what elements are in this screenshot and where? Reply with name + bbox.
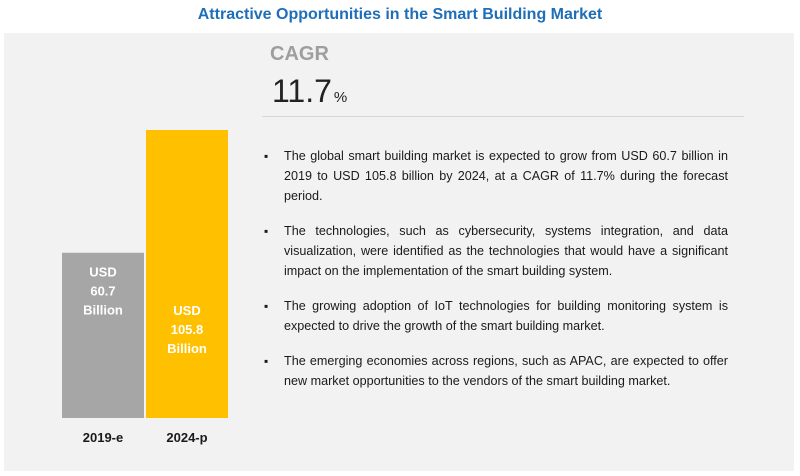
bar-2019-e — [62, 252, 144, 418]
bar-data-label: USD — [89, 264, 116, 279]
bar-data-label: 105.8 — [171, 322, 204, 337]
cagr-divider — [262, 116, 744, 117]
cagr-unit: % — [333, 89, 348, 106]
finding-item: The technologies, such as cybersecurity,… — [262, 221, 728, 281]
cagr-number: 11.7 — [272, 73, 332, 109]
key-findings-list: The global smart building market is expe… — [262, 146, 728, 406]
finding-item: The growing adoption of IoT technologies… — [262, 296, 728, 336]
market-size-bar-chart: USD 60.7 Billion 2019-e USD 105.8 Billion 2024-… — [62, 130, 228, 445]
finding-item: The global smart building market is expe… — [262, 146, 728, 206]
x-tick-label: 2024-p — [166, 430, 207, 445]
bar-data-label: Billion — [167, 341, 207, 356]
cagr-value: 11.7% — [272, 73, 347, 110]
bar-2024-p — [146, 130, 228, 418]
bar-data-label: USD — [173, 303, 200, 318]
bar-data-label: Billion — [83, 302, 123, 317]
finding-item: The emerging economies across regions, s… — [262, 351, 728, 391]
bar-data-label: 60.7 — [90, 283, 115, 298]
x-tick-label: 2019-e — [83, 430, 123, 445]
page-title: Attractive Opportunities in the Smart Bu… — [197, 6, 603, 23]
cagr-label: CAGR — [270, 43, 329, 65]
